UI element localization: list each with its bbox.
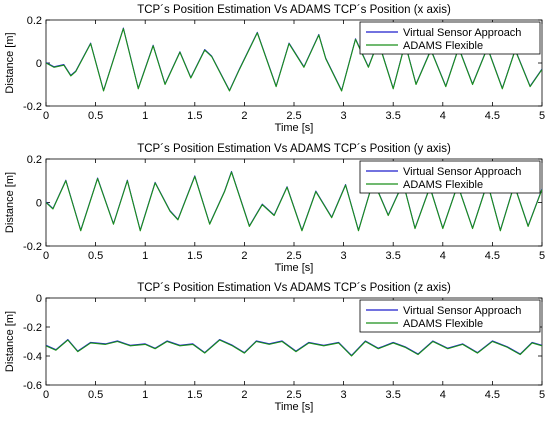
legend-box bbox=[359, 160, 541, 194]
x-tick-label: 4 bbox=[440, 250, 446, 262]
y-tick-label: -0.4 bbox=[23, 351, 42, 363]
series-line-adams-flexible bbox=[46, 28, 542, 92]
x-tick-label: 1 bbox=[142, 250, 148, 262]
chart-1: TCP´s Position Estimation Vs ADAMS TCP´s… bbox=[4, 4, 545, 134]
chart-title: TCP´s Position Estimation Vs ADAMS TCP´s… bbox=[137, 282, 451, 294]
x-tick-label: 5 bbox=[539, 110, 545, 122]
x-tick-label: 3 bbox=[341, 110, 347, 122]
x-tick-label: 2.5 bbox=[286, 110, 301, 122]
chart-3: TCP´s Position Estimation Vs ADAMS TCP´s… bbox=[4, 282, 545, 413]
y-tick-label: 0.2 bbox=[27, 15, 42, 27]
legend-box bbox=[359, 299, 541, 333]
x-tick-label: 4.5 bbox=[485, 250, 500, 262]
x-tick-label: 0 bbox=[43, 110, 49, 122]
legend-box bbox=[359, 21, 541, 55]
x-tick-label: 3.5 bbox=[386, 110, 401, 122]
series-line-virtual-sensor bbox=[46, 338, 542, 356]
x-tick-label: 2 bbox=[241, 250, 247, 262]
x-tick-label: 0.5 bbox=[88, 389, 103, 401]
y-tick-label: -0.2 bbox=[23, 101, 42, 113]
chart-title: TCP´s Position Estimation Vs ADAMS TCP´s… bbox=[137, 4, 451, 16]
x-tick-label: 1.5 bbox=[187, 250, 202, 262]
x-axis-label: Time [s] bbox=[275, 122, 314, 134]
chart-title: TCP´s Position Estimation Vs ADAMS TCP´s… bbox=[137, 143, 451, 155]
legend-label: ADAMS Flexible bbox=[403, 318, 483, 330]
x-tick-label: 4.5 bbox=[485, 389, 500, 401]
x-tick-label: 4 bbox=[440, 110, 446, 122]
x-tick-label: 4 bbox=[440, 389, 446, 401]
chart-2: TCP´s Position Estimation Vs ADAMS TCP´s… bbox=[4, 143, 545, 274]
x-tick-label: 1 bbox=[142, 110, 148, 122]
legend-label: ADAMS Flexible bbox=[403, 40, 483, 52]
x-tick-label: 3.5 bbox=[386, 250, 401, 262]
x-tick-label: 1.5 bbox=[187, 389, 202, 401]
x-tick-label: 1 bbox=[142, 389, 148, 401]
x-tick-label: 0.5 bbox=[88, 250, 103, 262]
legend-label: Virtual Sensor Approach bbox=[403, 305, 521, 317]
x-tick-label: 2 bbox=[241, 389, 247, 401]
y-tick-label: -0.6 bbox=[23, 380, 42, 392]
y-tick-label: -0.2 bbox=[23, 241, 42, 253]
legend-label: Virtual Sensor Approach bbox=[403, 27, 521, 39]
x-axis-label: Time [s] bbox=[275, 262, 314, 274]
x-tick-label: 1.5 bbox=[187, 110, 202, 122]
y-tick-label: 0 bbox=[36, 293, 42, 305]
x-tick-label: 2.5 bbox=[286, 389, 301, 401]
x-axis-label: Time [s] bbox=[275, 401, 314, 413]
x-tick-label: 5 bbox=[539, 250, 545, 262]
x-tick-label: 0 bbox=[43, 389, 49, 401]
x-tick-label: 0 bbox=[43, 250, 49, 262]
y-axis-label: Distance [m] bbox=[4, 311, 16, 372]
x-tick-label: 2.5 bbox=[286, 250, 301, 262]
y-tick-label: 0 bbox=[36, 198, 42, 210]
x-tick-label: 0.5 bbox=[88, 110, 103, 122]
y-tick-label: -0.2 bbox=[23, 322, 42, 334]
series-line-adams-flexible bbox=[46, 339, 542, 357]
y-axis-label: Distance [m] bbox=[4, 32, 16, 93]
y-axis-label: Distance [m] bbox=[4, 172, 16, 233]
x-tick-label: 3.5 bbox=[386, 389, 401, 401]
y-tick-label: 0.2 bbox=[27, 154, 42, 166]
y-tick-label: 0 bbox=[36, 58, 42, 70]
x-tick-label: 3 bbox=[341, 389, 347, 401]
legend-label: ADAMS Flexible bbox=[403, 179, 483, 191]
x-tick-label: 5 bbox=[539, 389, 545, 401]
legend-label: Virtual Sensor Approach bbox=[403, 166, 521, 178]
x-tick-label: 2 bbox=[241, 110, 247, 122]
x-tick-label: 4.5 bbox=[485, 110, 500, 122]
x-tick-label: 3 bbox=[341, 250, 347, 262]
